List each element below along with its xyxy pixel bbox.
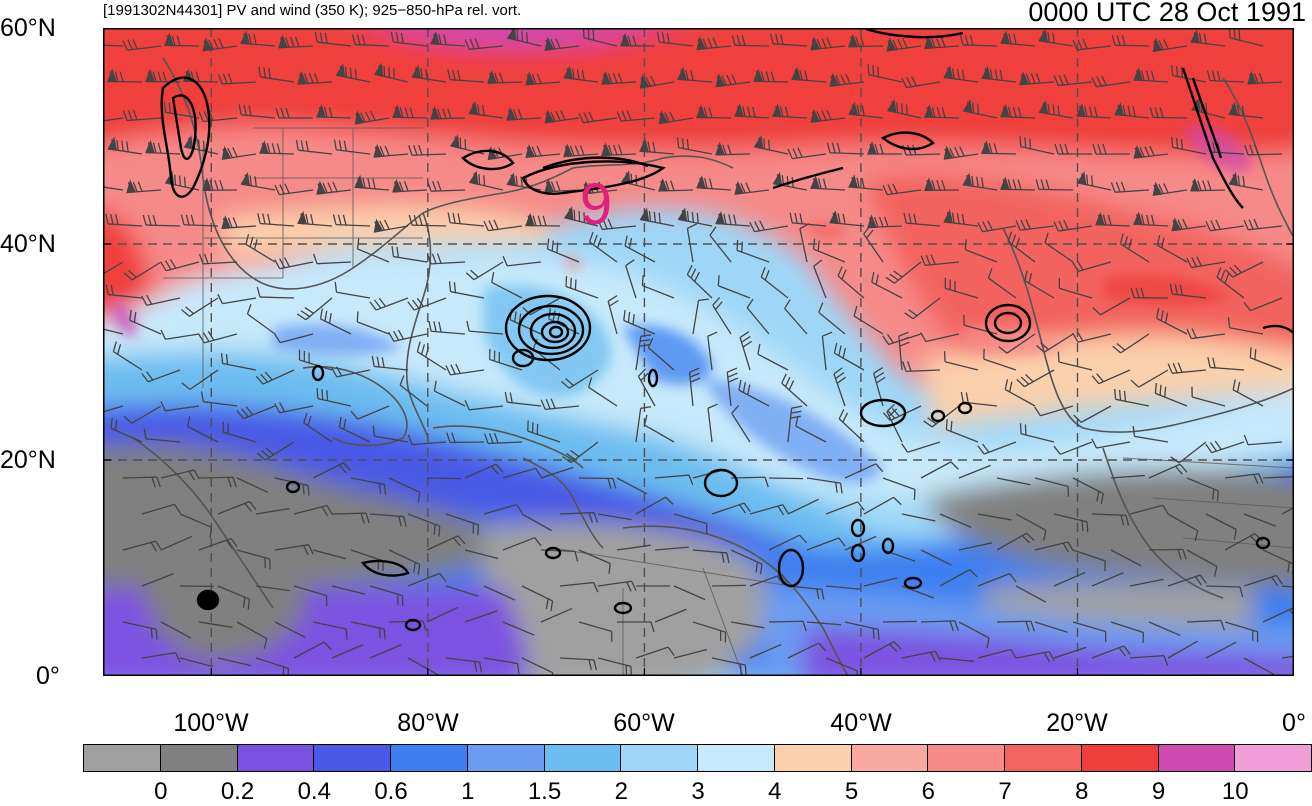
colorbar-tick-label: 4 (768, 778, 781, 806)
colorbar-tick-label: 0.2 (221, 778, 254, 806)
colorbar-swatch (1234, 744, 1312, 772)
wind-barb (769, 478, 803, 479)
colorbar-swatch (160, 744, 238, 772)
pv-map: 9 (103, 28, 1294, 676)
colorbar-swatch (1158, 744, 1236, 772)
colorbar-tick-label: 1.5 (528, 778, 561, 806)
colorbar-swatch (620, 744, 698, 772)
colorbar-tick-label: 7 (998, 778, 1011, 806)
map-title: [1991302N44301] PV and wind (350 K); 925… (103, 2, 521, 19)
storm-track-marker: 9 (580, 172, 612, 237)
colorbar-tick-label: 0.6 (374, 778, 407, 806)
colorbar-tick-label: 3 (691, 778, 704, 806)
colorbar-swatch (544, 744, 622, 772)
colorbar-tick-label: 2 (615, 778, 628, 806)
lon-label-40w: 40°W (830, 709, 891, 738)
lon-label-60w: 60°W (613, 709, 674, 738)
colorbar-tick-label: 1 (461, 778, 474, 806)
colorbar-tick-label: 10 (1222, 778, 1249, 806)
lat-label-60n: 60°N (0, 14, 56, 43)
map-panel: 9 (103, 28, 1294, 676)
colorbar-swatch (851, 744, 929, 772)
colorbar-swatch (1004, 744, 1082, 772)
colorbar-tick-label: 0 (154, 778, 167, 806)
lon-label-100w: 100°W (173, 709, 248, 738)
colorbar-tick-label: 8 (1075, 778, 1088, 806)
colorbar-swatch (1081, 744, 1159, 772)
colorbar-swatch (390, 744, 468, 772)
colorbar-swatch (237, 744, 315, 772)
colorbar-swatch (313, 744, 391, 772)
colorbar-tick-label: 6 (922, 778, 935, 806)
colorbar-tick-label: 5 (845, 778, 858, 806)
colorbar-swatch (927, 744, 1005, 772)
colorbar-swatch (83, 744, 161, 772)
lat-label-0: 0° (36, 662, 60, 691)
colorbar-swatch (467, 744, 545, 772)
wind-barb (427, 478, 461, 479)
colorbar-swatch (774, 744, 852, 772)
wind-barb (883, 621, 917, 622)
lat-label-40n: 40°N (0, 230, 56, 259)
wind-barb (712, 585, 746, 586)
valid-time: 0000 UTC 28 Oct 1991 (1028, 0, 1306, 28)
pv-colorbar (84, 744, 1312, 772)
lon-label-20w: 20°W (1046, 709, 1107, 738)
lon-label-80w: 80°W (397, 709, 458, 738)
colorbar-tick-label: 9 (1152, 778, 1165, 806)
lat-label-20n: 20°N (0, 446, 56, 475)
lon-label-0: 0° (1282, 709, 1306, 738)
colorbar-tick-label: 0.4 (298, 778, 331, 806)
colorbar-swatch (697, 744, 775, 772)
